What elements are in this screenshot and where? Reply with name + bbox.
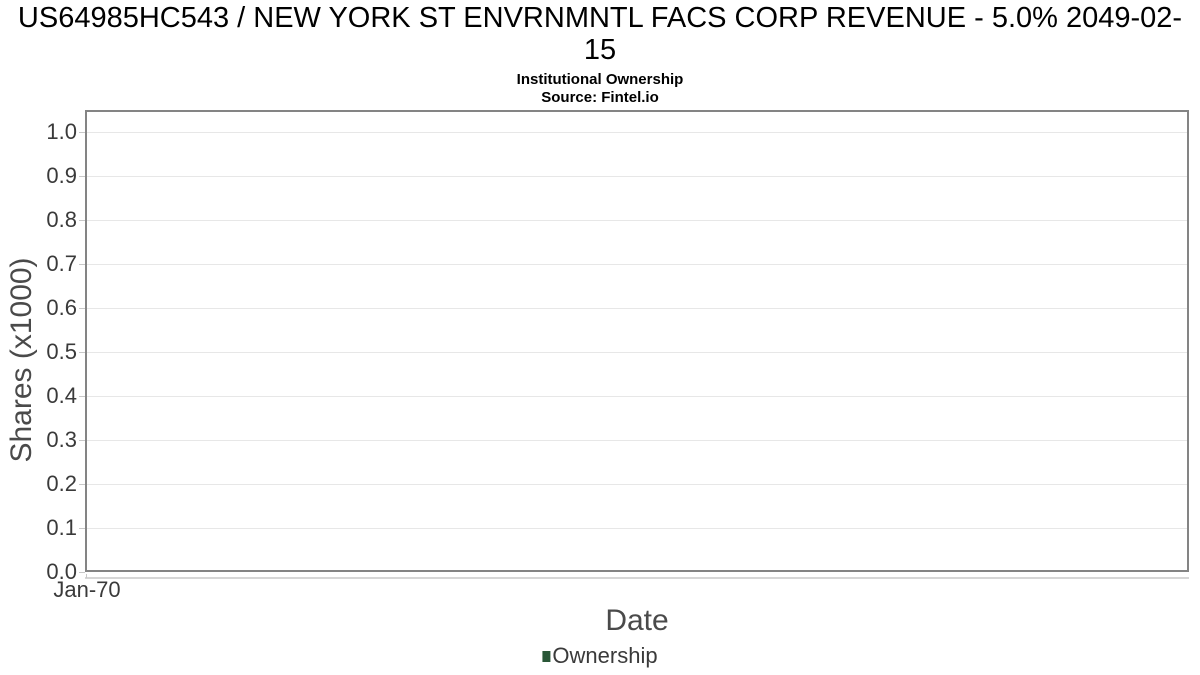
- chart-source: Source: Fintel.io: [541, 89, 659, 106]
- y-tick-label: 1.0: [46, 119, 77, 144]
- y-gridline: [87, 440, 1187, 441]
- y-gridline: [87, 264, 1187, 265]
- y-tick-mark: [79, 484, 85, 485]
- legend-label: Ownership: [552, 643, 658, 668]
- x-axis-line: [85, 577, 1189, 579]
- chart-header: US64985HC543 / NEW YORK ST ENVRNMNTL FAC…: [0, 2, 1200, 107]
- chart-title-line-2: 15: [583, 34, 617, 66]
- plot-area: [85, 110, 1189, 572]
- y-tick-label: 0.6: [46, 295, 77, 320]
- y-tick-label: 0.4: [46, 383, 77, 408]
- y-tick-mark: [79, 308, 85, 309]
- y-tick-label: 0.2: [46, 471, 77, 496]
- y-tick-mark: [79, 352, 85, 353]
- chart-legend: Ownership: [542, 643, 658, 668]
- y-gridline: [87, 528, 1187, 529]
- x-tick-label: Jan-70: [53, 577, 121, 602]
- legend-item-ownership[interactable]: Ownership: [542, 643, 658, 668]
- y-tick-label: 0.7: [46, 251, 77, 276]
- y-gridline: [87, 484, 1187, 485]
- y-gridline: [87, 308, 1187, 309]
- y-tick-mark: [79, 528, 85, 529]
- y-tick-mark: [79, 572, 85, 573]
- x-tick-mark: [86, 574, 87, 578]
- y-tick-mark: [79, 132, 85, 133]
- y-gridline: [87, 396, 1187, 397]
- y-tick-label: 0.0: [46, 559, 77, 584]
- y-tick-mark: [79, 264, 85, 265]
- y-gridline: [87, 132, 1187, 133]
- legend-marker-icon: [542, 650, 551, 662]
- y-gridline: [87, 352, 1187, 353]
- y-tick-label: 0.3: [46, 427, 77, 452]
- y-gridline: [87, 220, 1187, 221]
- y-tick-mark: [79, 396, 85, 397]
- x-axis-title: Date: [605, 604, 669, 637]
- y-tick-label: 0.9: [46, 163, 77, 188]
- y-tick-mark: [79, 440, 85, 441]
- chart-title-line-1: US64985HC543 / NEW YORK ST ENVRNMNTL FAC…: [17, 2, 1183, 34]
- chart-subtitle: Institutional Ownership: [516, 71, 684, 88]
- y-gridline: [87, 176, 1187, 177]
- y-tick-label: 0.5: [46, 339, 77, 364]
- y-tick-mark: [79, 220, 85, 221]
- y-tick-label: 0.8: [46, 207, 77, 232]
- y-tick-mark: [79, 176, 85, 177]
- y-tick-label: 0.1: [46, 515, 77, 540]
